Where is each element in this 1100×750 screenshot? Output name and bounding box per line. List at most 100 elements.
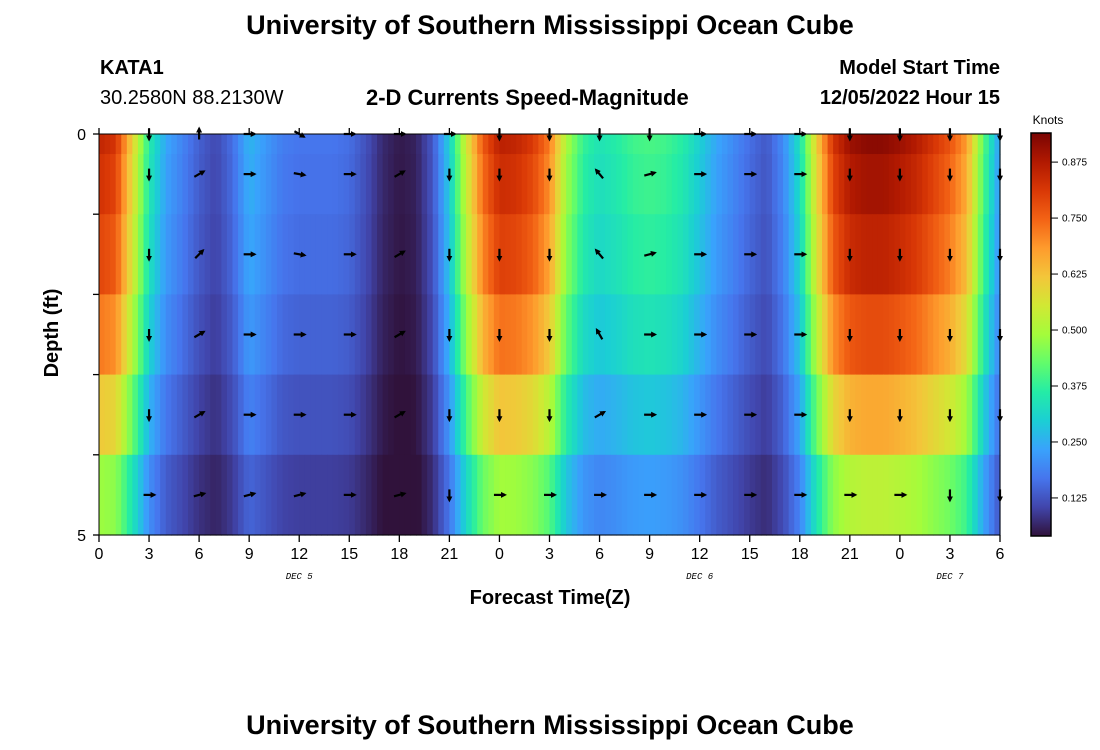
heat-cell (310, 214, 317, 295)
heat-cell (488, 214, 495, 295)
heat-cell (505, 454, 512, 536)
heat-cell (738, 134, 745, 155)
x-tick-label: 12 (691, 546, 709, 563)
heat-cell (505, 294, 512, 376)
heat-cell (282, 214, 289, 295)
heat-cell (949, 154, 957, 215)
heat-cell (788, 454, 795, 536)
heat-cell (916, 214, 923, 295)
heat-cell (927, 294, 934, 376)
heat-cell (933, 454, 940, 536)
current-arrow (594, 248, 604, 260)
heat-cell (126, 214, 133, 295)
heat-cell (543, 154, 551, 215)
heat-cell (354, 154, 362, 215)
heat-cell (110, 294, 117, 376)
heat-cell (232, 454, 239, 536)
heat-cell (115, 214, 122, 295)
heat-cell (605, 134, 612, 155)
heat-cell (827, 454, 834, 536)
date-label: DEC 6 (686, 572, 714, 582)
heat-cell (482, 214, 489, 295)
heat-cell (877, 454, 884, 536)
x-tick-label: 3 (145, 546, 154, 563)
heat-cell (571, 214, 578, 295)
heat-cell (844, 134, 851, 155)
heat-cell (610, 154, 617, 215)
heat-cell (810, 454, 818, 536)
heat-cell (688, 374, 695, 456)
heat-cell (805, 294, 812, 376)
heat-cell (104, 454, 111, 536)
heat-cell (382, 294, 389, 376)
heat-cell (805, 374, 812, 456)
heat-cell (365, 454, 373, 536)
heat-cell (99, 294, 106, 376)
heat-cell (899, 374, 907, 456)
heat-cell (238, 134, 245, 155)
heat-cell (582, 294, 590, 376)
heat-cell (577, 134, 584, 155)
heat-cell (288, 134, 295, 155)
heat-cell (894, 294, 901, 376)
heat-cell (922, 214, 929, 295)
heat-cell (833, 134, 840, 155)
heat-cell (666, 454, 673, 536)
heat-cell (833, 454, 840, 536)
heat-cell (988, 454, 996, 536)
heat-cell (121, 134, 128, 155)
heat-cell (755, 294, 762, 376)
current-arrow (193, 330, 206, 339)
heat-cell (360, 294, 367, 376)
heat-cell (421, 154, 428, 215)
heat-cell (961, 134, 968, 155)
heat-cell (577, 154, 584, 215)
heat-cell (555, 134, 562, 155)
x-tick-label: 3 (945, 546, 954, 563)
heat-cell (605, 294, 612, 376)
footer-title: University of Southern Mississippi Ocean… (246, 710, 854, 740)
heat-cell (454, 134, 462, 155)
heat-cell (783, 294, 790, 376)
heat-cell (443, 214, 450, 295)
heat-cell (927, 154, 934, 215)
heat-cell (566, 294, 573, 376)
heat-cell (388, 214, 395, 295)
heat-cell (655, 374, 662, 456)
heat-cell (844, 294, 851, 376)
heat-cell (961, 214, 968, 295)
heat-cell (265, 374, 273, 456)
heat-cell (966, 134, 973, 155)
heat-cell (977, 214, 984, 295)
heat-cell (933, 134, 940, 155)
heat-cell (671, 374, 679, 456)
heat-cell (638, 454, 645, 536)
heat-cell (894, 214, 901, 295)
heat-cell (226, 294, 234, 376)
heat-cell (660, 374, 667, 456)
heat-cell (571, 374, 578, 456)
heat-cell (488, 454, 495, 536)
heat-cell (977, 374, 984, 456)
heat-cell (855, 454, 862, 536)
heat-cell (199, 154, 206, 215)
heat-cell (276, 374, 284, 456)
heat-cell (694, 154, 701, 215)
heat-cell (288, 214, 295, 295)
heat-cell (777, 454, 784, 536)
heat-cell (466, 294, 473, 376)
heat-cell (721, 294, 729, 376)
heat-cell (165, 134, 172, 155)
heat-cell (549, 154, 556, 215)
heat-cell (755, 154, 762, 215)
heat-cell (994, 374, 1001, 456)
heat-cell (393, 134, 400, 155)
heat-cell (466, 134, 473, 155)
heat-cell (215, 374, 222, 456)
heat-cell (388, 134, 395, 155)
heat-cell (710, 154, 717, 215)
heat-cell (738, 154, 745, 215)
heat-cell (238, 294, 245, 376)
heat-cell (966, 454, 973, 536)
y-axis-label: Depth (ft) (41, 289, 63, 378)
